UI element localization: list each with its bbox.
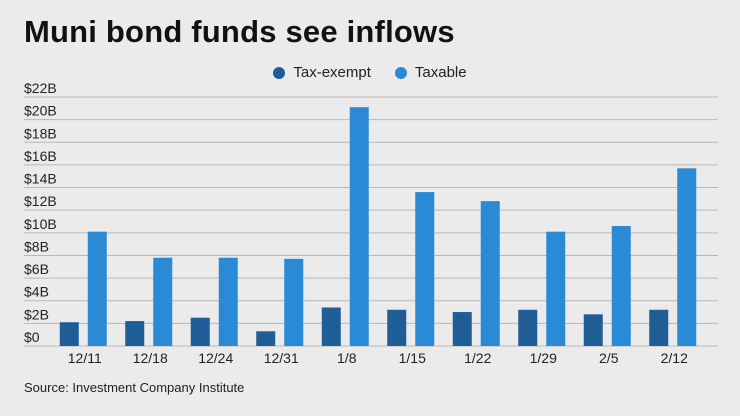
bar-tax-exempt xyxy=(190,317,210,346)
x-tick-label: 1/8 xyxy=(337,350,357,366)
bar-tax-exempt xyxy=(452,312,472,346)
chart-title: Muni bond funds see inflows xyxy=(24,14,455,49)
y-tick-label: $4B xyxy=(24,284,49,300)
bar-chart: $0 $2B $4B $6B $8B $10B $12B $14B $16B $18B $20B $2… xyxy=(24,80,718,366)
bar-tax-exempt xyxy=(387,309,407,346)
bar-tax-exempt xyxy=(125,321,145,346)
bar-taxable xyxy=(218,257,238,346)
bar-taxable xyxy=(349,107,369,346)
x-tick-label: 1/15 xyxy=(399,350,426,366)
bar-taxable xyxy=(480,201,500,346)
bar-taxable xyxy=(611,226,631,346)
y-tick-label: $6B xyxy=(24,261,49,277)
bar-tax-exempt xyxy=(321,307,341,346)
y-tick-label: $14B xyxy=(24,171,57,187)
legend-swatch-taxable xyxy=(394,66,407,79)
y-tick-label: $22B xyxy=(24,80,57,96)
bar-taxable xyxy=(415,192,435,346)
x-tick-label: 1/22 xyxy=(464,350,491,366)
x-tick-label: 2/12 xyxy=(661,350,688,366)
legend: Tax-exempt Taxable xyxy=(0,64,740,81)
y-tick-label: $18B xyxy=(24,125,57,141)
bar-tax-exempt xyxy=(59,322,79,346)
y-tick-label: $10B xyxy=(24,216,57,232)
bar-taxable xyxy=(677,168,697,346)
legend-item-taxable: Taxable xyxy=(394,64,467,81)
x-tick-label: 12/24 xyxy=(198,350,233,366)
y-tick-label: $2B xyxy=(24,306,49,322)
bar-taxable xyxy=(87,231,107,346)
y-tick-label: $20B xyxy=(24,103,57,119)
y-tick-label: $8B xyxy=(24,238,49,254)
y-tick-label: $16B xyxy=(24,148,57,164)
x-tick-label: 1/29 xyxy=(530,350,557,366)
x-tick-label: 12/31 xyxy=(264,350,299,366)
bar-tax-exempt xyxy=(256,331,276,346)
x-tick-label: 2/5 xyxy=(599,350,619,366)
x-tick-label: 12/11 xyxy=(68,350,102,366)
legend-label-tax-exempt: Tax-exempt xyxy=(293,64,371,81)
y-tick-label: $12B xyxy=(24,193,57,209)
legend-label-taxable: Taxable xyxy=(414,64,467,81)
x-tick-label: 12/18 xyxy=(133,350,168,366)
source-note: Source: Investment Company Institute xyxy=(24,380,245,395)
legend-swatch-tax-exempt xyxy=(273,66,286,79)
bar-taxable xyxy=(153,257,173,346)
bar-taxable xyxy=(284,258,304,346)
y-tick-label: $0 xyxy=(24,329,40,345)
bar-tax-exempt xyxy=(583,314,603,346)
bar-tax-exempt xyxy=(518,309,538,346)
bar-tax-exempt xyxy=(649,309,669,346)
legend-item-tax-exempt: Tax-exempt xyxy=(273,64,371,81)
bar-taxable xyxy=(546,231,566,346)
